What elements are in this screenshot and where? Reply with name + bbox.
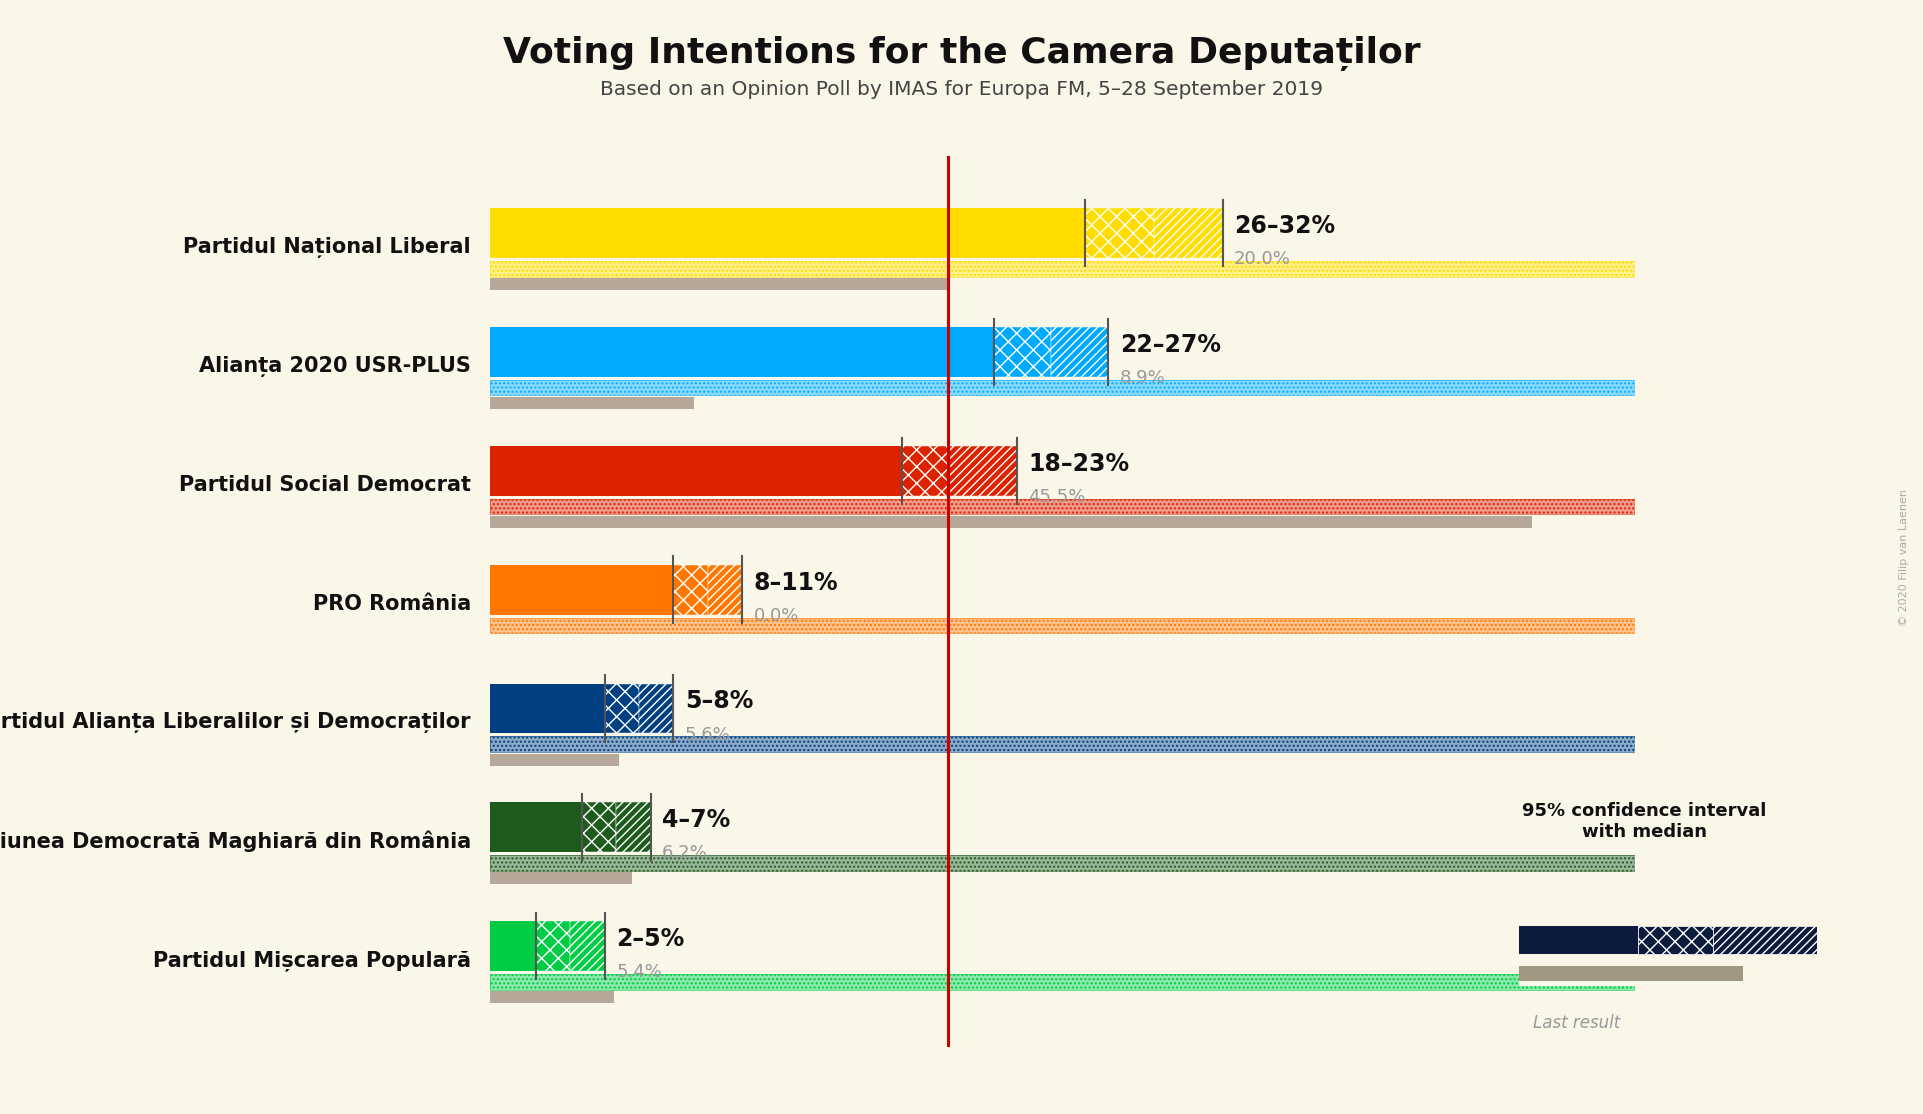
Bar xyxy=(1085,208,1154,258)
Bar xyxy=(490,565,673,615)
Bar xyxy=(490,617,1635,633)
Bar xyxy=(490,736,1635,752)
Bar xyxy=(490,516,1531,528)
Bar xyxy=(1052,328,1108,377)
Bar xyxy=(490,208,1085,258)
Bar xyxy=(638,684,673,733)
Bar xyxy=(490,617,1635,633)
Text: 8.9%: 8.9% xyxy=(1119,369,1165,388)
Bar xyxy=(490,856,1635,871)
Bar xyxy=(490,974,1635,989)
Bar xyxy=(490,398,694,409)
Bar xyxy=(583,802,615,852)
Bar xyxy=(1713,926,1817,954)
Text: 26–32%: 26–32% xyxy=(1235,214,1335,238)
Bar xyxy=(490,499,1635,515)
Bar xyxy=(490,736,1635,752)
Bar xyxy=(490,802,583,852)
Text: 0.0%: 0.0% xyxy=(754,607,798,625)
Bar xyxy=(1638,926,1713,954)
Bar xyxy=(490,499,1635,515)
Text: 5–8%: 5–8% xyxy=(685,690,754,713)
Bar xyxy=(490,872,633,885)
Bar xyxy=(490,974,1635,989)
Text: 18–23%: 18–23% xyxy=(1029,451,1129,476)
Bar xyxy=(994,328,1052,377)
Text: © 2020 Filip van Laenen: © 2020 Filip van Laenen xyxy=(1898,489,1910,625)
Bar xyxy=(490,446,902,496)
Bar xyxy=(606,684,638,733)
Bar xyxy=(615,802,650,852)
Bar xyxy=(490,380,1635,395)
Bar xyxy=(490,921,537,971)
Bar xyxy=(490,754,619,765)
Text: 45.5%: 45.5% xyxy=(1029,488,1085,506)
Text: Last result: Last result xyxy=(1533,1014,1621,1032)
Bar xyxy=(673,565,708,615)
Bar xyxy=(1154,208,1223,258)
Text: 2–5%: 2–5% xyxy=(615,927,685,951)
Bar xyxy=(948,446,1017,496)
Text: 5.6%: 5.6% xyxy=(685,725,731,744)
Bar xyxy=(490,278,948,291)
Text: 95% confidence interval
with median: 95% confidence interval with median xyxy=(1521,802,1767,841)
Bar xyxy=(571,921,606,971)
Text: 20.0%: 20.0% xyxy=(1235,251,1290,268)
Bar xyxy=(490,684,606,733)
Bar xyxy=(708,565,742,615)
Bar xyxy=(490,328,994,377)
Bar xyxy=(1519,926,1638,954)
Bar xyxy=(537,921,571,971)
Text: Based on an Opinion Poll by IMAS for Europa FM, 5–28 September 2019: Based on an Opinion Poll by IMAS for Eur… xyxy=(600,80,1323,99)
Bar xyxy=(490,380,1635,395)
Text: Voting Intentions for the Camera Deputaților: Voting Intentions for the Camera Deputaț… xyxy=(502,36,1421,70)
Text: 22–27%: 22–27% xyxy=(1119,333,1221,356)
Text: 6.2%: 6.2% xyxy=(662,844,708,862)
Bar xyxy=(1519,966,1742,981)
Bar xyxy=(490,261,1635,276)
Bar xyxy=(902,446,948,496)
Bar xyxy=(490,261,1635,276)
Bar xyxy=(490,856,1635,871)
Text: 5.4%: 5.4% xyxy=(615,964,662,981)
Text: 4–7%: 4–7% xyxy=(662,808,731,832)
Text: 8–11%: 8–11% xyxy=(754,570,838,595)
Bar xyxy=(490,991,613,1004)
